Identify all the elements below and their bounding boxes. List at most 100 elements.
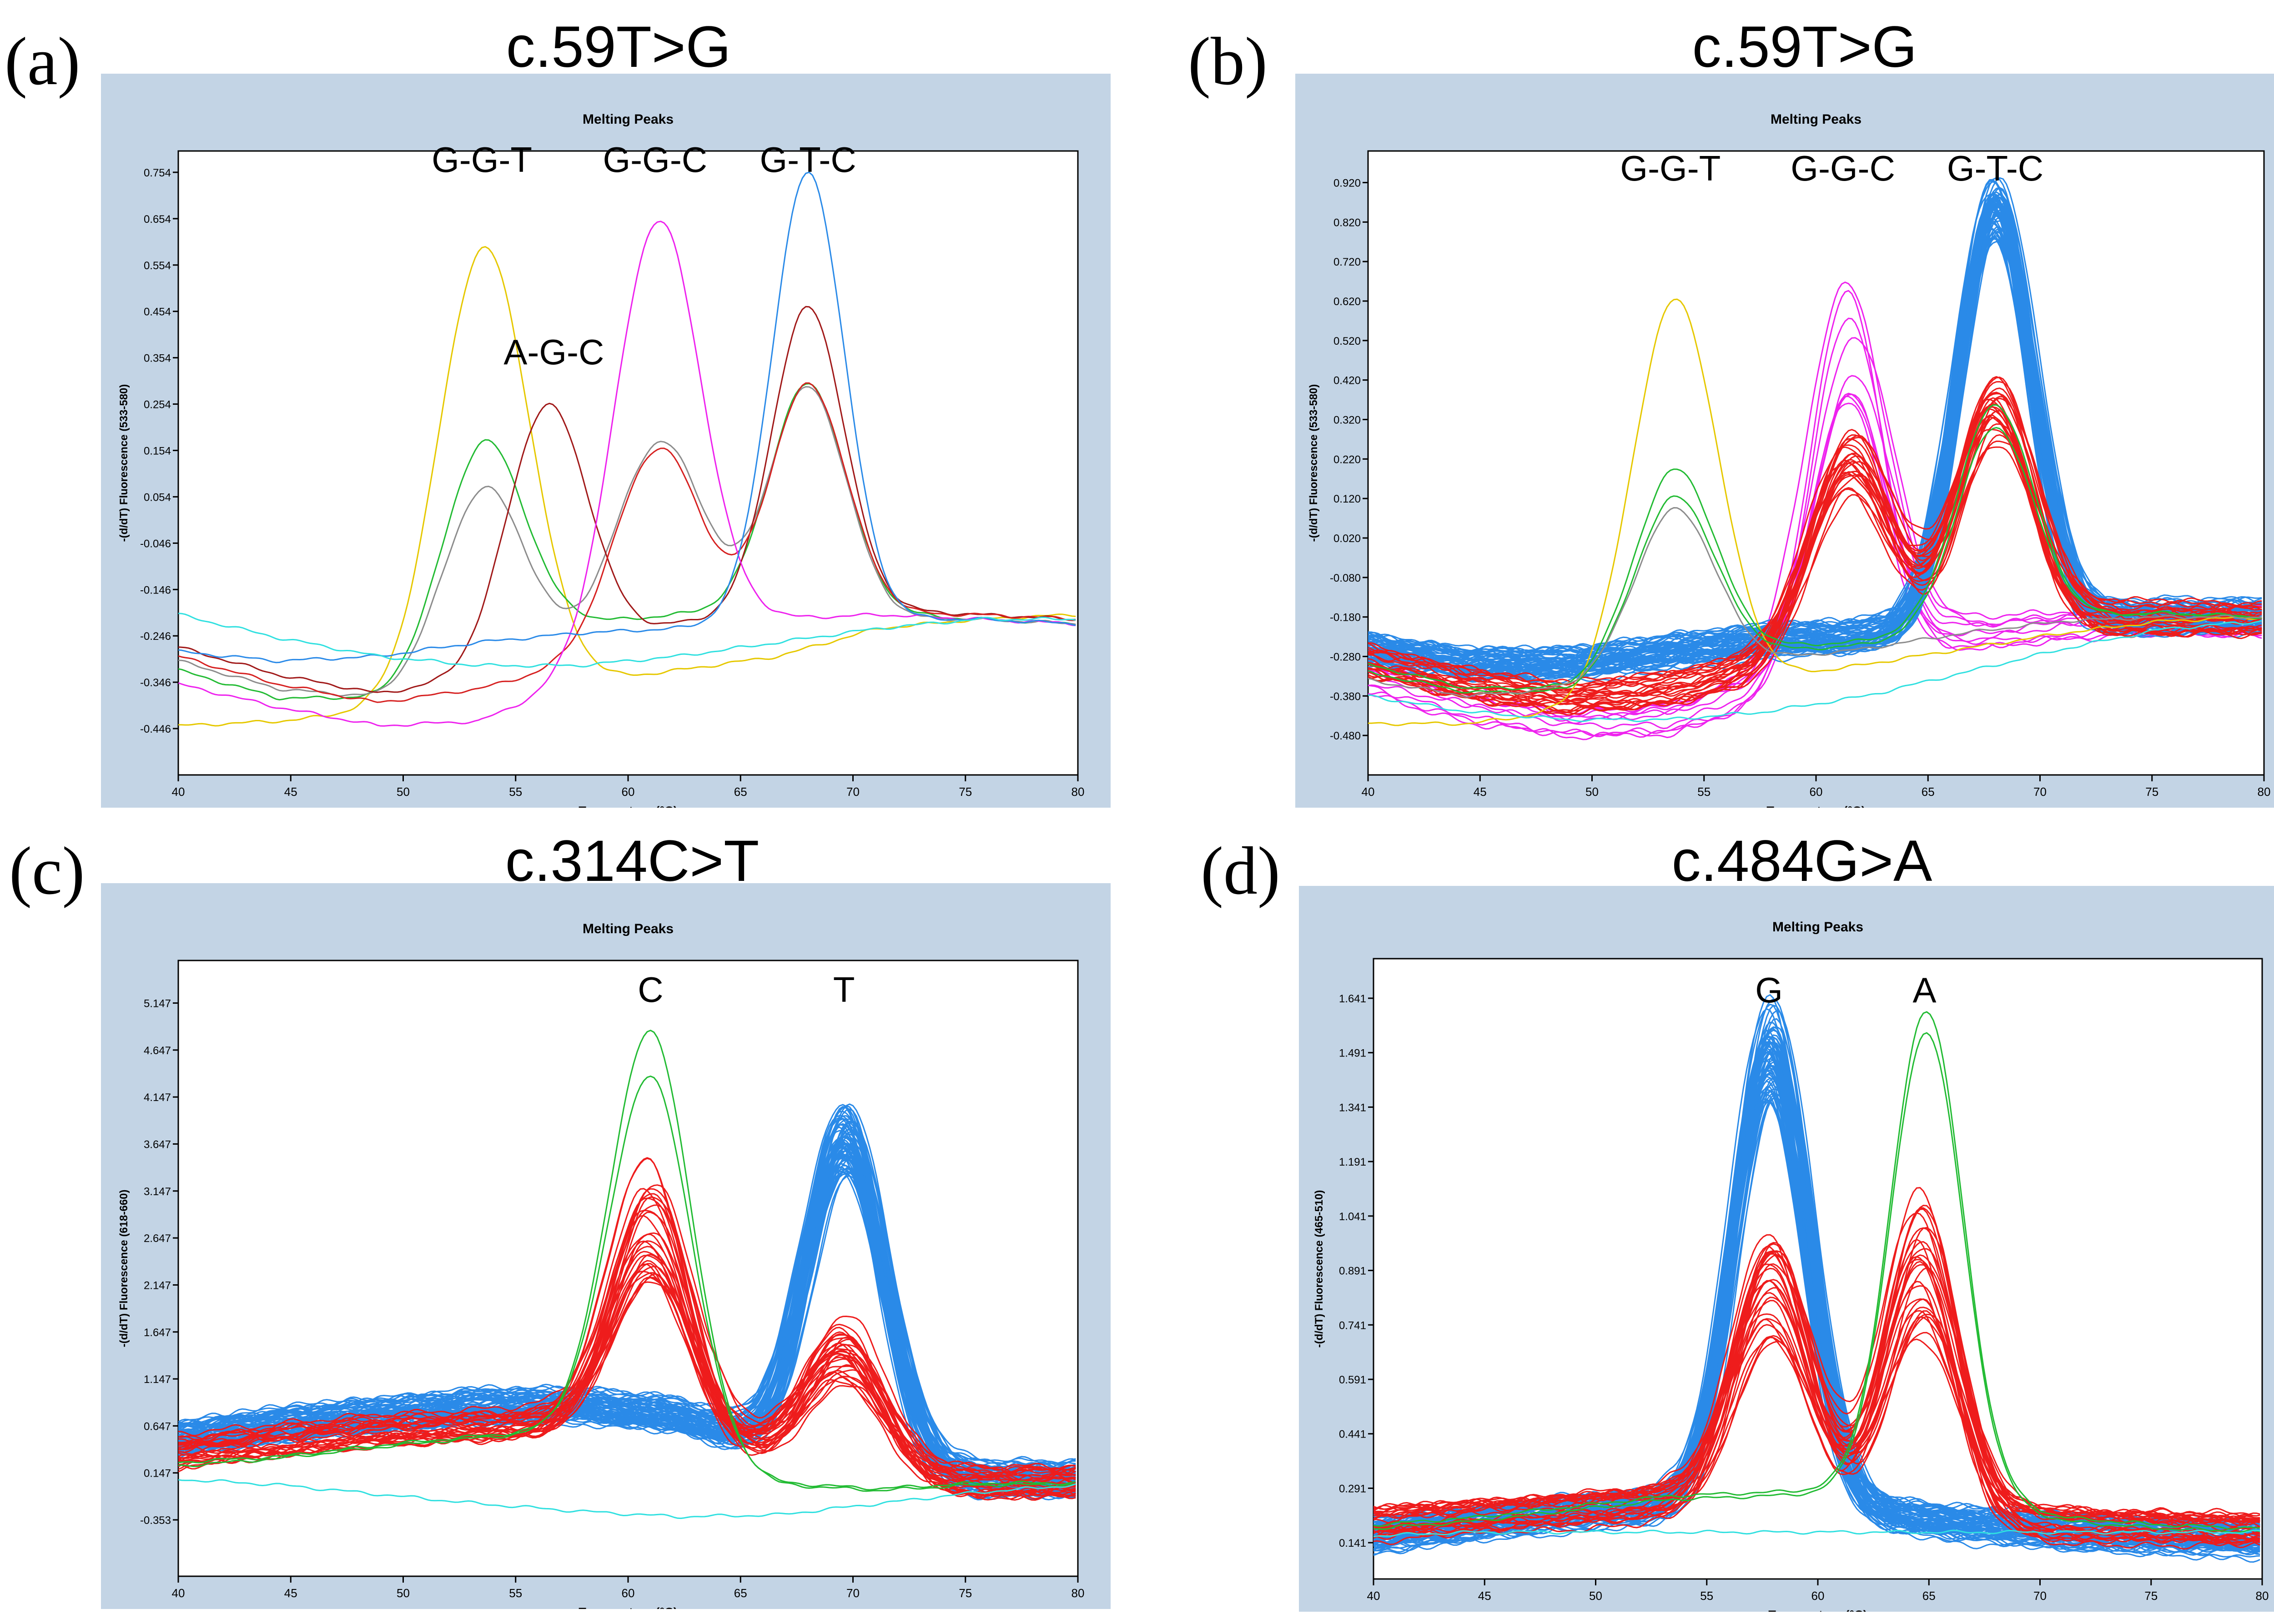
curves bbox=[1368, 177, 2262, 740]
x-tick-label: 75 bbox=[2144, 1589, 2158, 1603]
x-tick-label: 70 bbox=[2033, 785, 2047, 799]
genotype-label: G-G-C bbox=[1791, 148, 1895, 188]
x-tick-label: 45 bbox=[284, 1586, 297, 1600]
y-axis-label: -(d/dT) Fluorescence (533-580) bbox=[1308, 384, 1320, 542]
x-tick-label: 55 bbox=[509, 1586, 522, 1600]
x-tick-label: 50 bbox=[397, 1586, 410, 1600]
y-tick-label: 0.720 bbox=[1333, 256, 1361, 268]
genotype-label: C bbox=[638, 970, 663, 1010]
y-tick-label: 0.620 bbox=[1333, 296, 1361, 308]
x-tick-label: 40 bbox=[172, 1586, 185, 1600]
y-tick-label: 1.191 bbox=[1339, 1156, 1366, 1168]
x-axis-label: Temperature (°C) bbox=[579, 1605, 677, 1609]
melt-curve-replicate bbox=[178, 1277, 1076, 1490]
y-tick-label: 0.647 bbox=[144, 1420, 171, 1433]
x-tick-label: 60 bbox=[1810, 785, 1823, 799]
x-tick-label: 45 bbox=[1478, 1589, 1491, 1603]
x-tick-label: 65 bbox=[1922, 1589, 1936, 1603]
x-tick-label: 40 bbox=[1362, 785, 1375, 799]
y-tick-label: 1.641 bbox=[1339, 993, 1366, 1005]
panel-d-letter: (d) bbox=[1201, 833, 1280, 909]
x-tick-label: 40 bbox=[1367, 1589, 1380, 1603]
melt-curve-replicate bbox=[1373, 1187, 2260, 1522]
genotype-label: G-G-T bbox=[1620, 148, 1721, 188]
curves bbox=[178, 171, 1076, 727]
x-tick-label: 60 bbox=[622, 1586, 635, 1600]
y-tick-label: -0.480 bbox=[1330, 730, 1361, 742]
y-tick-label: 1.147 bbox=[144, 1373, 171, 1386]
x-tick-label: 80 bbox=[1072, 1586, 1085, 1600]
y-tick-label: 0.354 bbox=[144, 352, 171, 365]
y-axis-label: -(d/dT) Fluorescence (618-660) bbox=[118, 1190, 130, 1347]
panel-d-chart: Melting Peaks 40 45 50 55 60 65 70 75 80 Temperatu… bbox=[1299, 886, 2274, 1612]
y-tick-label: -0.180 bbox=[1330, 612, 1361, 624]
x-tick-label: 70 bbox=[2033, 1589, 2047, 1603]
melt-curve-replicate bbox=[178, 1143, 1076, 1475]
genotype-label: G-G-C bbox=[603, 140, 708, 180]
x-tick-label: 55 bbox=[509, 785, 522, 799]
panel-a-title: c.59T>G bbox=[506, 15, 731, 80]
panel-c-letter: (c) bbox=[9, 833, 85, 909]
panel-d-plot: Melting Peaks 40 45 50 55 60 65 70 75 80 Temperatu… bbox=[1313, 920, 2269, 1612]
y-tick-label: 5.147 bbox=[144, 998, 171, 1010]
melt-curve bbox=[1368, 507, 2262, 698]
x-tick-label: 65 bbox=[734, 1586, 747, 1600]
y-tick-label: 0.520 bbox=[1333, 335, 1361, 347]
x-tick-label: 50 bbox=[1589, 1589, 1602, 1603]
x-tick-label: 70 bbox=[846, 785, 860, 799]
y-tick-label: 0.741 bbox=[1339, 1319, 1366, 1332]
y-tick-label: 3.647 bbox=[144, 1139, 171, 1151]
panel-b-chart: Melting Peaks 40 45 50 55 60 65 70 75 80 Temperatu… bbox=[1295, 74, 2274, 808]
x-tick-label: 55 bbox=[1700, 1589, 1713, 1603]
melt-curve bbox=[178, 1076, 1076, 1491]
x-tick-label: 45 bbox=[284, 785, 297, 799]
y-tick-label: -0.353 bbox=[140, 1514, 171, 1527]
y-tick-label: 0.147 bbox=[144, 1468, 171, 1480]
x-tick-label: 75 bbox=[2145, 785, 2158, 799]
panel-c-chart: Melting Peaks 40 45 50 55 60 65 70 75 80 Temperatu… bbox=[101, 883, 1111, 1609]
panel-a-chart: Melting Peaks 40 45 50 55 60 65 70 75 80 Temperatu… bbox=[101, 74, 1111, 808]
y-tick-label: 4.147 bbox=[144, 1091, 171, 1104]
y-tick-label: 0.754 bbox=[144, 167, 171, 179]
genotype-label: G bbox=[1755, 970, 1783, 1010]
melt-curve-replicate bbox=[1373, 1080, 2260, 1543]
y-tick-label: 2.147 bbox=[144, 1279, 171, 1292]
y-tick-label: 3.147 bbox=[144, 1186, 171, 1198]
y-tick-label: -0.446 bbox=[140, 723, 171, 735]
x-tick-label: 80 bbox=[2256, 1589, 2269, 1603]
melt-curve-replicate bbox=[1368, 398, 2262, 702]
y-tick-label: -0.046 bbox=[140, 538, 171, 550]
y-tick-label: -0.146 bbox=[140, 584, 171, 596]
y-tick-label: 0.291 bbox=[1339, 1483, 1366, 1495]
melt-curve-replicate bbox=[1368, 194, 2262, 670]
chart-title: Melting Peaks bbox=[1771, 112, 1861, 127]
melt-curve-replicate bbox=[1368, 227, 2262, 657]
y-tick-label: -0.346 bbox=[140, 677, 171, 689]
melt-curve-replicate bbox=[178, 1255, 1076, 1501]
y-tick-label: 0.154 bbox=[144, 445, 171, 457]
melt-curve bbox=[1373, 1011, 2260, 1530]
melt-curve bbox=[178, 382, 1076, 703]
melt-curve-replicate bbox=[1373, 1034, 2260, 1551]
y-tick-label: 0.920 bbox=[1333, 177, 1361, 189]
x-axis-label: Temperature (°C) bbox=[1766, 804, 1865, 808]
y-tick-label: 0.020 bbox=[1333, 533, 1361, 545]
x-tick-label: 50 bbox=[1585, 785, 1599, 799]
y-tick-label: 0.220 bbox=[1333, 453, 1361, 466]
x-tick-label: 80 bbox=[2258, 785, 2271, 799]
melt-curve-replicate bbox=[178, 1204, 1076, 1475]
y-axis-label: -(d/dT) Fluorescence (533-580) bbox=[118, 384, 130, 542]
melt-curve-replicate bbox=[178, 1260, 1076, 1479]
y-tick-label: -0.380 bbox=[1330, 690, 1361, 703]
y-tick-label: 0.420 bbox=[1333, 375, 1361, 387]
melt-curve-replicate bbox=[178, 1171, 1076, 1498]
y-tick-label: 0.054 bbox=[144, 491, 171, 503]
melt-curve bbox=[178, 383, 1076, 701]
y-tick-label: 0.120 bbox=[1333, 493, 1361, 505]
melt-curve-replicate bbox=[178, 1254, 1076, 1496]
panel-a-letter: (a) bbox=[5, 24, 80, 99]
y-axis-label: -(d/dT) Fluorescence (465-510) bbox=[1313, 1190, 1325, 1348]
x-axis-label: Temperature (°C) bbox=[579, 804, 677, 808]
melt-curve bbox=[178, 613, 1076, 668]
melt-curve-replicate bbox=[178, 1126, 1076, 1489]
